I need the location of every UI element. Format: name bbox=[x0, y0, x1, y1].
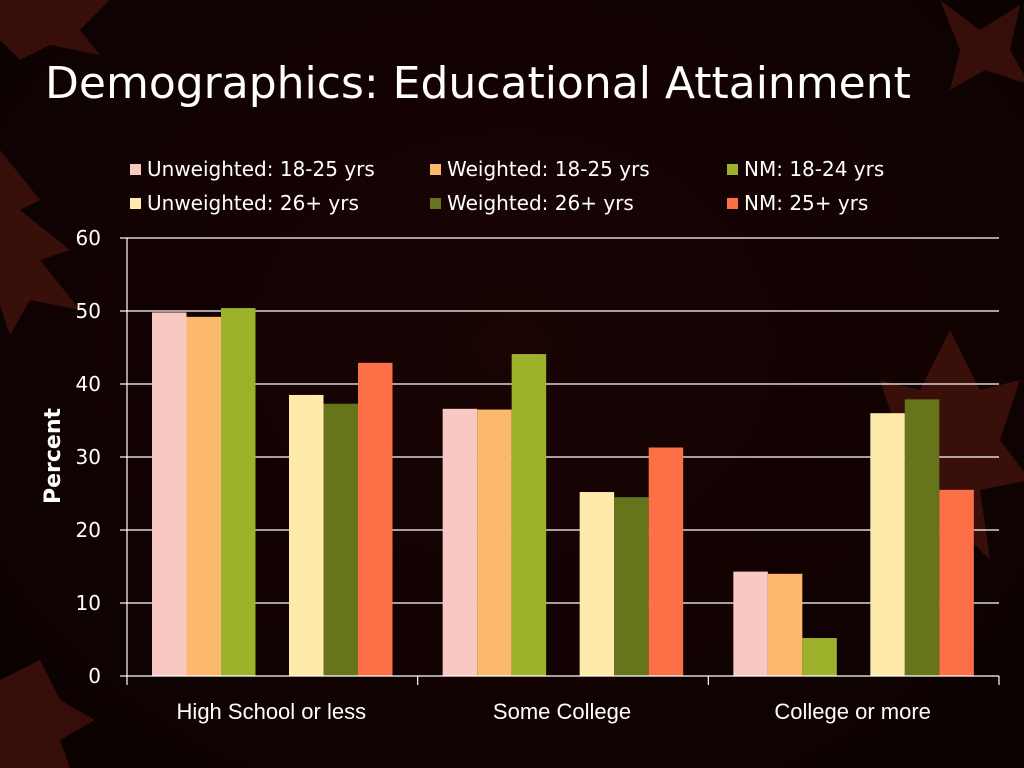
legend-item: Unweighted: 18-25 yrs bbox=[130, 157, 430, 181]
legend-swatch bbox=[130, 197, 141, 209]
leaf-decoration-icon bbox=[0, 660, 95, 768]
bar bbox=[511, 354, 547, 676]
bar bbox=[767, 573, 803, 676]
legend-item: NM: 25+ yrs bbox=[727, 191, 927, 215]
legend-label: Unweighted: 18-25 yrs bbox=[147, 157, 375, 181]
bar bbox=[477, 409, 512, 676]
bar bbox=[323, 403, 358, 676]
leaf-decoration-icon bbox=[0, 150, 80, 335]
x-tick-label: Some College bbox=[493, 699, 631, 724]
bar bbox=[733, 571, 768, 676]
bar bbox=[870, 413, 905, 676]
bar bbox=[648, 447, 684, 676]
y-tick-label: 40 bbox=[76, 372, 101, 396]
legend-label: Unweighted: 26+ yrs bbox=[147, 191, 359, 215]
legend-label: NM: 18-24 yrs bbox=[744, 157, 885, 181]
bar bbox=[579, 492, 615, 676]
chart-legend: Unweighted: 18-25 yrs Weighted: 18-25 yr… bbox=[130, 157, 930, 215]
legend-item: Weighted: 18-25 yrs bbox=[430, 157, 727, 181]
legend-item: Weighted: 26+ yrs bbox=[430, 191, 727, 215]
y-tick-label: 30 bbox=[76, 445, 101, 469]
x-tick-label: High School or less bbox=[177, 699, 367, 724]
legend-label: Weighted: 18-25 yrs bbox=[447, 157, 650, 181]
bar bbox=[802, 638, 837, 676]
y-axis-label: Percent bbox=[41, 408, 66, 505]
legend-label: Weighted: 26+ yrs bbox=[447, 191, 634, 215]
y-tick-label: 50 bbox=[76, 299, 101, 323]
bar bbox=[358, 362, 393, 676]
leaf-decoration-icon bbox=[870, 330, 1024, 560]
bar bbox=[614, 497, 649, 676]
page-title: Demographics: Educational Attainment bbox=[45, 58, 911, 109]
y-tick-label: 20 bbox=[76, 518, 101, 542]
bar bbox=[904, 399, 940, 676]
bar bbox=[289, 394, 324, 676]
leaf-decoration-icon bbox=[0, 0, 110, 60]
legend-item: NM: 18-24 yrs bbox=[727, 157, 927, 181]
bar-layer bbox=[152, 308, 974, 676]
bar bbox=[186, 316, 221, 676]
legend-label: NM: 25+ yrs bbox=[744, 191, 869, 215]
y-tick-label: 0 bbox=[88, 664, 101, 688]
bar bbox=[939, 489, 974, 676]
legend-swatch bbox=[430, 197, 441, 209]
legend-swatch bbox=[727, 163, 738, 175]
leaf-decoration-icon bbox=[940, 0, 1024, 90]
legend-swatch bbox=[130, 163, 141, 175]
x-tick-label: College or more bbox=[774, 699, 931, 724]
bar bbox=[221, 308, 256, 676]
y-tick-label: 10 bbox=[76, 591, 101, 615]
bar bbox=[152, 312, 187, 676]
legend-swatch bbox=[727, 197, 738, 209]
y-tick-label: 60 bbox=[76, 226, 101, 250]
axis-layer: 0 10 20 30 40 50 60 High School or less Some Col… bbox=[76, 226, 1000, 724]
bar bbox=[442, 408, 478, 676]
legend-item: Unweighted: 26+ yrs bbox=[130, 191, 430, 215]
grid-layer bbox=[127, 237, 999, 604]
legend-swatch bbox=[430, 163, 441, 175]
